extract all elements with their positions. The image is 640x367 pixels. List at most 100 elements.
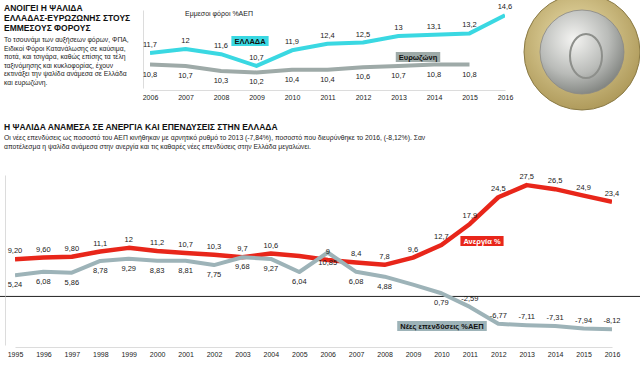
- series-line: [15, 185, 612, 265]
- data-label: 10,6: [356, 72, 371, 81]
- tick-label: 2009: [249, 94, 265, 101]
- x-tick: 2001: [178, 347, 194, 358]
- data-label: -7,94: [575, 316, 592, 325]
- data-label: 10,3: [214, 76, 229, 85]
- text-line: ΑΝΟΙΓΕΙ Η ΨΑΛΙΔΑ: [4, 3, 83, 13]
- data-label: -7,11: [518, 312, 535, 321]
- series-line: [150, 15, 505, 66]
- series-line: [150, 65, 470, 73]
- data-label: 5,86: [65, 278, 80, 287]
- tick-label: 2015: [576, 351, 592, 358]
- x-tick: 1996: [36, 347, 52, 358]
- x-tick: 2002: [207, 347, 223, 358]
- tick-label: 2016: [498, 94, 514, 101]
- data-label: 23,4: [605, 189, 620, 198]
- tick-label: 2013: [391, 94, 407, 101]
- text-line: ΕΜΜΕΣΟΥΣ ΦΟΡΟΥΣ: [4, 23, 91, 33]
- tick-label: 2012: [356, 94, 372, 101]
- series-name: Ευρωζώνη: [399, 53, 438, 62]
- tick-label: 2011: [320, 94, 335, 101]
- tick-label: 2000: [150, 351, 166, 358]
- data-label: 10,4: [320, 75, 335, 84]
- tick-label: 2002: [207, 351, 223, 358]
- x-tick: 2014: [548, 347, 564, 358]
- data-label: 10,7: [391, 71, 406, 80]
- x-tick: 2013: [519, 347, 535, 358]
- data-label: 7,75: [207, 270, 222, 279]
- data-label: 12,4: [320, 31, 335, 40]
- data-label: 8,81: [178, 266, 193, 275]
- x-tick: 2008: [377, 347, 393, 358]
- tick-label: 2013: [519, 351, 535, 358]
- series-tag: Ευρωζώνη: [396, 52, 440, 62]
- x-tick: 2015: [462, 90, 478, 101]
- x-tick: 2010: [434, 347, 450, 358]
- data-label: 10,2: [249, 77, 264, 86]
- x-tick: 2009: [249, 90, 265, 101]
- data-label: 10,8: [462, 70, 477, 79]
- tick-label: 2006: [143, 94, 159, 101]
- data-label: 14,6: [498, 2, 513, 11]
- data-label: 9,60: [36, 245, 51, 254]
- text-line: και ευρωζώνη.: [4, 79, 48, 87]
- data-labels: 11,71211,610,711,912,412,51313,113,214,6…: [143, 2, 513, 86]
- x-tick: 2016: [498, 90, 514, 101]
- x-tick: 2008: [214, 90, 230, 101]
- tick-label: 2014: [427, 94, 443, 101]
- data-label: 10,7: [249, 53, 264, 62]
- data-label: -6,77: [490, 311, 507, 320]
- series-tag: Ανεργία %: [460, 236, 503, 246]
- data-label: 12,5: [356, 30, 371, 39]
- axis-title: Εμμεσοι φόροι %ΑΕΠ: [185, 10, 253, 18]
- tick-label: 2009: [406, 351, 422, 358]
- x-tick: 2007: [178, 90, 194, 101]
- axis-line: [151, 90, 506, 91]
- data-label: 10,7: [178, 71, 193, 80]
- x-tick: 2011: [463, 347, 478, 358]
- tick-label: 1995: [8, 351, 24, 358]
- series-tag: Νέες επενδύσεις %ΑΕΠ: [397, 321, 487, 331]
- tick-label: 2010: [434, 351, 450, 358]
- data-label: 6,08: [36, 277, 51, 286]
- tick-label: 2015: [462, 94, 478, 101]
- x-tick: 1998: [93, 347, 109, 358]
- chart-0: ΑΝΟΙΓΕΙ Η ΨΑΛΙΔΑΕΛΛΑΔΑΣ-ΕΥΡΩΖΩΝΗΣ ΣΤΟΥΣΕ…: [4, 2, 513, 101]
- x-axis: 2006 2007 2008 2009 2010 2011 2012 2013 2014 2015…: [143, 90, 514, 101]
- coin-relief: [570, 34, 602, 78]
- series-name: ΕΛΛΑΔΑ: [234, 37, 266, 46]
- coin-rim: [524, 0, 640, 110]
- tick-label: 2011: [463, 351, 478, 358]
- text-line: Η ΨΑΛΙΔΑ ΑΝΑΜΕΣΑ ΣΕ ΑΝΕΡΓΙΑ ΚΑΙ ΕΠΕΝΔΥΣΕ…: [4, 122, 278, 132]
- series-name: Νέες επενδύσεις %ΑΕΠ: [400, 322, 484, 331]
- x-tick: 1997: [65, 347, 81, 358]
- data-label: 11,9: [285, 37, 299, 46]
- text-line: ποτά, και τσιγάρα, καθώς επίσης τα τέλη: [4, 53, 126, 61]
- plot-marks: [150, 15, 505, 72]
- data-label: 11,6: [214, 41, 228, 50]
- data-label: -7,31: [547, 313, 564, 322]
- series-tag-bg: [396, 52, 440, 62]
- x-tick: 2015: [576, 347, 592, 358]
- tick-label: 2008: [377, 351, 393, 358]
- x-tick: 2000: [150, 347, 166, 358]
- grid-line: [0, 296, 640, 297]
- tick-label: 2007: [178, 94, 194, 101]
- data-label: 9,80: [65, 244, 80, 253]
- data-label: 26,5: [548, 176, 563, 185]
- data-label: 13,2: [462, 20, 477, 29]
- data-label: 9,68: [235, 262, 250, 271]
- data-label: 4,88: [377, 282, 392, 291]
- x-tick: 2009: [406, 347, 422, 358]
- y-axis: [5, 176, 7, 346]
- chart-title: ΑΝΟΙΓΕΙ Η ΨΑΛΙΔΑΕΛΛΑΔΑΣ-ΕΥΡΩΖΩΝΗΣ ΣΤΟΥΣΕ…: [4, 3, 130, 33]
- data-label: 6,04: [292, 277, 307, 286]
- data-label: 9,7: [237, 244, 247, 253]
- tick-label: 2010: [285, 94, 301, 101]
- data-label: 8,78: [93, 266, 108, 275]
- data-label: 6,08: [349, 277, 364, 286]
- data-label: 9,6: [408, 245, 418, 254]
- tick-label: 2001: [178, 351, 194, 358]
- x-tick: 2013: [391, 90, 407, 101]
- x-tick: 2010: [285, 90, 301, 101]
- x-tick: 2011: [320, 90, 335, 101]
